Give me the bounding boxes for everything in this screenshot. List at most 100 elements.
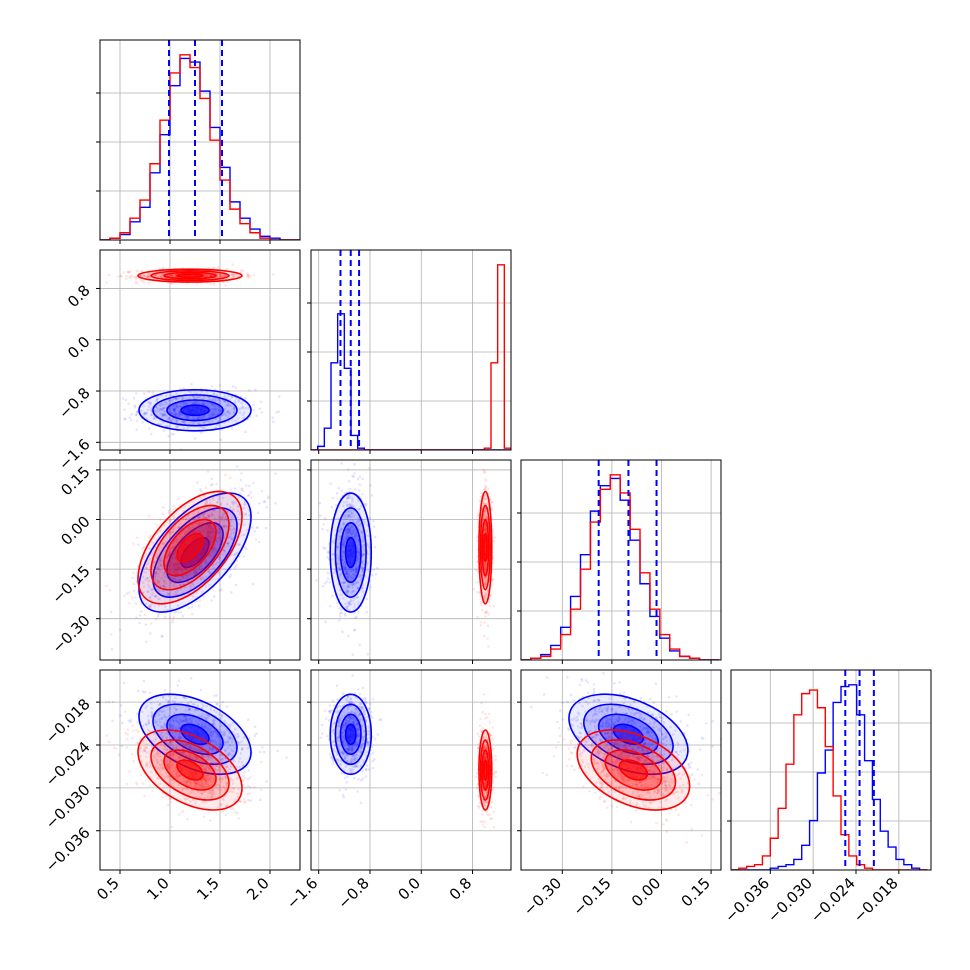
scatter-point: [146, 272, 149, 275]
scatter-point: [330, 506, 334, 509]
scatter-point: [204, 274, 208, 278]
scatter-point: [215, 482, 218, 486]
scatter-point: [205, 273, 209, 277]
scatter-point: [166, 608, 169, 612]
scatter-point: [126, 270, 129, 274]
scatter-point: [110, 633, 113, 636]
scatter-point: [208, 523, 212, 526]
scatter-point: [213, 411, 217, 415]
scatter-point: [216, 561, 219, 564]
scatter-point: [343, 540, 347, 543]
scatter-point: [169, 274, 172, 278]
scatter-point: [179, 583, 182, 587]
scatter-point: [147, 583, 150, 586]
scatter-point: [149, 402, 153, 405]
scatter-point: [241, 413, 245, 416]
scatter-point: [348, 510, 351, 514]
scatter-point: [214, 543, 218, 547]
scatter-point: [207, 534, 210, 538]
scatter-point: [200, 524, 203, 527]
scatter-point: [232, 508, 235, 511]
scatter-point: [194, 560, 197, 564]
scatter-point: [235, 558, 238, 561]
scatter-point: [339, 608, 343, 612]
scatter-point: [194, 562, 198, 565]
scatter-point: [156, 555, 160, 559]
scatter-point: [142, 392, 146, 395]
scatter-point: [165, 401, 168, 405]
scatter-point: [155, 571, 159, 574]
scatter-point: [151, 570, 155, 574]
scatter-point: [147, 579, 150, 582]
scatter-point: [204, 274, 208, 277]
scatter-point: [353, 629, 356, 632]
scatter-point: [148, 605, 152, 609]
scatter-point: [240, 471, 243, 475]
scatter-point: [214, 409, 218, 412]
scatter-point: [135, 411, 139, 414]
scatter-point: [174, 563, 178, 566]
scatter-point: [216, 500, 219, 504]
scatter-point: [344, 614, 347, 617]
scatter-point: [170, 553, 173, 557]
scatter-point: [173, 581, 177, 584]
scatter-point: [193, 572, 196, 576]
scatter-point: [177, 414, 180, 418]
scatter-point: [209, 484, 213, 487]
scatter-point: [176, 568, 180, 572]
scatter-point: [146, 408, 150, 412]
scatter-point: [177, 562, 181, 566]
scatter-point: [208, 738, 212, 741]
scatter-point: [202, 420, 206, 424]
scatter-point: [483, 488, 486, 491]
scatter-point: [346, 576, 349, 579]
scatter-point: [143, 274, 146, 277]
scatter-point: [174, 396, 178, 400]
scatter-point: [209, 531, 212, 534]
scatter-point: [212, 506, 216, 509]
scatter-point: [172, 571, 175, 575]
scatter-point: [361, 567, 365, 571]
scatter-point: [209, 536, 213, 539]
scatter-point: [105, 734, 109, 737]
scatter-point: [264, 526, 268, 530]
scatter-point: [204, 562, 208, 565]
scatter-point: [198, 522, 201, 526]
scatter-point: [161, 795, 164, 799]
scatter-point: [358, 475, 362, 479]
scatter-point: [354, 534, 357, 538]
scatter-point: [159, 275, 163, 279]
scatter-point: [190, 602, 194, 605]
scatter-point: [481, 608, 484, 612]
scatter-point: [364, 503, 367, 507]
scatter-point: [233, 407, 236, 410]
scatter-point: [214, 408, 218, 412]
scatter-point: [352, 597, 356, 601]
scatter-point: [195, 530, 199, 533]
scatter-point: [226, 542, 229, 545]
scatter-point: [123, 408, 126, 412]
scatter-point: [188, 528, 191, 532]
scatter-point: [346, 604, 350, 608]
scatter-point: [247, 502, 251, 506]
scatter-point: [222, 525, 225, 529]
scatter-point: [185, 576, 188, 580]
scatter-point: [229, 524, 233, 527]
scatter-point: [148, 729, 152, 733]
scatter-point: [162, 406, 166, 410]
scatter-point: [203, 512, 207, 515]
grid-lines: [311, 250, 511, 450]
scatter-point: [239, 407, 242, 411]
scatter-point: [159, 404, 163, 407]
scatter-point: [156, 406, 159, 410]
scatter-point: [201, 521, 204, 525]
scatter-point: [216, 501, 219, 504]
scatter-point: [217, 497, 220, 501]
scatter-point: [176, 425, 180, 429]
scatter-point: [211, 398, 214, 401]
scatter-point: [181, 397, 184, 401]
scatter-point: [209, 274, 212, 278]
scatter-point: [203, 507, 206, 511]
scatter-point: [146, 562, 149, 566]
scatter-point: [160, 413, 164, 416]
